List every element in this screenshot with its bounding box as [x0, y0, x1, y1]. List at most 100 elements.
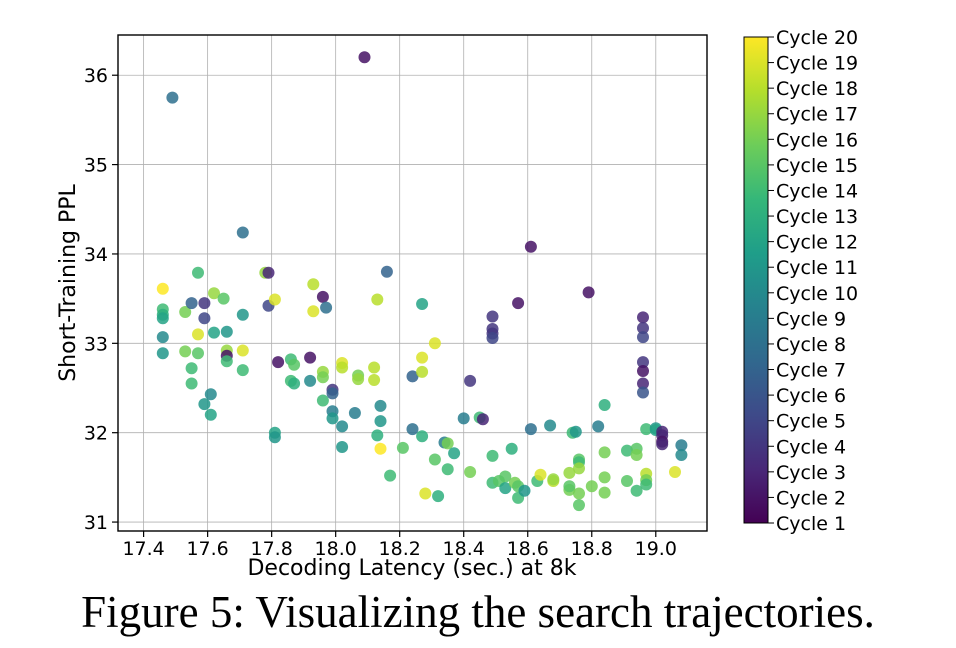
data-point — [156, 331, 169, 344]
data-point — [563, 480, 576, 493]
data-point — [464, 374, 477, 387]
data-point — [573, 462, 585, 475]
data-point — [236, 364, 249, 377]
x-tick-label: 17.8 — [250, 538, 292, 560]
scatter-chart: 17.4 17.6 17.8 18.0 18.2 18.4 18.6 18.8 19.0 313… — [56, 27, 858, 580]
data-point — [569, 425, 582, 438]
data-point — [637, 322, 649, 335]
data-point — [192, 266, 204, 279]
data-point — [358, 51, 371, 64]
data-point — [156, 282, 169, 295]
data-point — [307, 305, 320, 318]
x-tick-label: 18.6 — [507, 538, 549, 560]
data-point — [416, 430, 429, 443]
colorbar-tick-label: Cycle 8 — [776, 334, 846, 356]
data-point — [368, 361, 381, 374]
y-axis-ticks: 31 32 33 34 35 36 — [84, 65, 118, 534]
data-point — [374, 399, 387, 412]
x-tick-label: 19.0 — [635, 538, 677, 560]
data-point — [316, 394, 329, 407]
data-point — [208, 287, 220, 300]
colorbar — [743, 36, 769, 524]
data-point — [185, 297, 198, 310]
data-point — [486, 449, 499, 462]
data-point — [598, 471, 611, 484]
colorbar-tick-label: Cycle 12 — [776, 232, 858, 254]
data-point — [675, 449, 688, 461]
data-point — [476, 413, 489, 426]
data-point — [573, 499, 585, 512]
y-tick-label: 34 — [84, 244, 108, 266]
data-point — [598, 399, 611, 411]
data-point — [637, 377, 649, 390]
data-point — [185, 377, 198, 390]
data-point — [464, 466, 477, 478]
data-point — [156, 312, 169, 325]
data-point — [547, 473, 560, 486]
data-point — [198, 312, 211, 325]
data-point — [441, 437, 454, 450]
data-point — [288, 377, 301, 390]
y-tick-label: 33 — [84, 333, 108, 355]
data-point — [406, 370, 419, 383]
x-tick-label: 18.2 — [379, 538, 421, 560]
data-point — [336, 441, 349, 453]
colorbar-tick-label: Cycle 17 — [776, 104, 858, 126]
data-point — [505, 442, 518, 455]
data-point — [348, 407, 361, 419]
data-point — [217, 292, 230, 305]
figure-caption: Figure 5: Visualizing the search traject… — [81, 587, 875, 637]
data-point — [637, 311, 649, 324]
data-point — [236, 226, 249, 239]
data-point — [621, 475, 633, 487]
data-point — [396, 441, 409, 454]
data-point — [598, 446, 611, 459]
data-point — [544, 419, 557, 432]
data-point — [656, 438, 669, 451]
colorbar-tick-label: Cycle 16 — [776, 129, 858, 151]
data-point — [326, 412, 339, 425]
colorbar-tick-label: Cycle 18 — [776, 78, 858, 100]
colorbar-tick-label: Cycle 14 — [776, 180, 858, 202]
y-tick-label: 31 — [84, 512, 108, 534]
data-point — [457, 412, 470, 425]
data-point — [637, 365, 649, 377]
data-point — [637, 356, 649, 369]
data-point — [304, 351, 317, 364]
x-axis-label: Decoding Latency (sec.) at 8k — [247, 556, 576, 580]
colorbar-tick-label: Cycle 4 — [776, 436, 846, 458]
data-point — [486, 332, 499, 344]
data-point — [179, 345, 192, 358]
x-tick-label: 17.4 — [122, 538, 164, 560]
x-tick-label: 18.8 — [571, 538, 613, 560]
data-point — [371, 293, 384, 306]
data-point — [352, 373, 365, 386]
data-point — [499, 482, 512, 495]
data-point — [204, 408, 217, 421]
y-tick-label: 36 — [84, 65, 108, 87]
data-point — [236, 308, 249, 321]
grid-lines — [118, 35, 707, 531]
data-point — [416, 298, 429, 310]
data-point — [406, 423, 419, 436]
data-point — [669, 466, 681, 478]
data-point — [637, 331, 649, 344]
data-point — [416, 351, 429, 364]
data-point — [185, 362, 198, 375]
data-point — [512, 297, 525, 310]
colorbar-tick-label: Cycle 15 — [776, 155, 858, 177]
data-point — [374, 442, 387, 455]
data-point — [316, 371, 329, 384]
data-point — [573, 487, 585, 500]
colorbar-tick-label: Cycle 7 — [776, 360, 846, 382]
data-point — [416, 365, 429, 378]
data-point — [621, 444, 633, 457]
data-point — [236, 344, 249, 357]
data-point — [534, 468, 547, 481]
data-point — [582, 286, 595, 299]
data-point — [220, 325, 233, 338]
data-point — [630, 484, 643, 497]
x-tick-label: 18.4 — [443, 538, 485, 560]
data-point — [630, 449, 643, 461]
y-tick-label: 35 — [84, 155, 108, 177]
